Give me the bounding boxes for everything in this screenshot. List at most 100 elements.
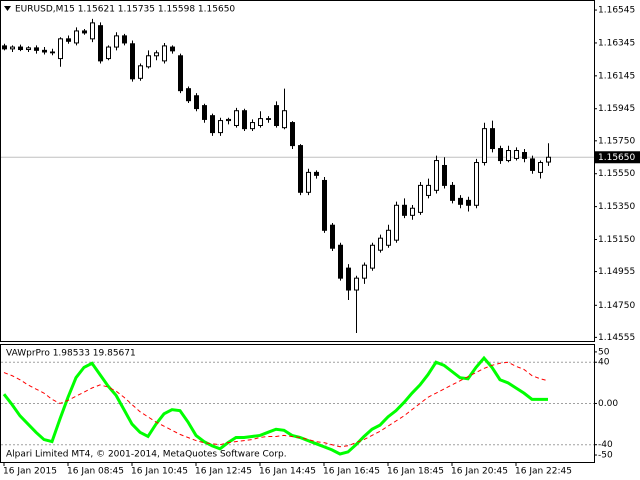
candle-body: [418, 184, 423, 213]
candle-body: [490, 128, 495, 150]
candle-body: [514, 150, 519, 159]
indicator-line: [2, 355, 548, 456]
y-tick-label: 1.16145: [598, 71, 635, 81]
candle-body: [18, 46, 23, 51]
indicator-line: [3, 361, 549, 448]
candle-body: [106, 46, 111, 60]
candle-body: [442, 164, 447, 186]
candle-body: [538, 162, 543, 173]
candle-body: [330, 224, 335, 249]
candle-body: [250, 122, 255, 130]
candle-body: [170, 46, 175, 52]
candle-body: [322, 179, 327, 231]
y-tick-label: 0.00: [598, 399, 618, 409]
candle-body: [26, 47, 31, 51]
y-tick-label: -40: [598, 440, 613, 450]
candle-body: [58, 38, 63, 60]
candle-body: [402, 204, 407, 216]
symbol-title: EURUSD,M15 1.15621 1.15735 1.15598 1.156…: [15, 5, 235, 15]
x-tick-label: 16 Jan 2015: [3, 467, 57, 477]
candle-body: [386, 229, 391, 246]
candle-body: [42, 49, 47, 53]
candle-body: [466, 199, 471, 206]
candle-body: [210, 115, 215, 134]
candle-body: [146, 55, 151, 68]
y-tick-label: 1.15945: [598, 104, 635, 114]
candle-body: [90, 22, 95, 40]
x-tick-label: 16 Jan 22:45: [515, 467, 572, 477]
y-tick-label: 1.16345: [598, 38, 635, 48]
candle-body: [258, 118, 263, 127]
candle-body: [50, 51, 55, 54]
candle-body: [338, 244, 343, 279]
candle-body: [362, 264, 367, 279]
candle-body: [114, 35, 119, 48]
copyright: Alpari Limited MT4, © 2001-2014, MetaQuo…: [6, 450, 287, 460]
candle-body: [242, 110, 247, 130]
x-tick-label: 16 Jan 20:45: [451, 467, 508, 477]
candle-body: [522, 151, 527, 159]
candle-body: [458, 197, 463, 205]
candle-body: [498, 148, 503, 162]
candle-body: [218, 120, 223, 134]
candle-body: [378, 237, 383, 251]
candle-body: [74, 30, 79, 44]
candle-body: [482, 128, 487, 164]
candle-body: [546, 156, 551, 163]
y-tick-label: 1.14555: [598, 333, 635, 343]
indicator-title: VAWprPro 1.98533 19.85671: [6, 349, 136, 359]
candle-body: [354, 277, 359, 291]
x-tick-label: 16 Jan 18:45: [387, 467, 444, 477]
candle-body: [290, 122, 295, 147]
current-price-box: [594, 151, 640, 164]
candle-body: [34, 47, 39, 51]
candle-body: [394, 204, 399, 241]
candle-body: [306, 171, 311, 193]
candle-body: [314, 171, 319, 176]
candle-body: [410, 207, 415, 216]
candle-body: [474, 162, 479, 206]
candle-body: [274, 105, 279, 127]
y-tick-label: 1.15750: [598, 136, 635, 146]
x-tick-label: 16 Jan 14:45: [259, 467, 316, 477]
y-tick-label: 40: [598, 358, 610, 368]
candle-body: [506, 150, 511, 162]
y-tick-label: 1.15350: [598, 202, 635, 212]
candle-body: [298, 145, 303, 193]
candle-body: [266, 118, 271, 120]
y-tick-label: -50: [598, 451, 613, 461]
candle-body: [282, 110, 287, 129]
candle-body: [138, 65, 143, 79]
candle-body: [98, 25, 103, 62]
candle-body: [234, 110, 239, 127]
y-tick-label: 1.14955: [598, 267, 635, 277]
candle-body: [426, 184, 431, 196]
candle-body: [10, 46, 15, 50]
current-price-label: 1.15650: [598, 153, 635, 163]
candle-body: [122, 35, 127, 44]
candle-body: [450, 184, 455, 201]
y-tick-label: 1.14750: [598, 301, 635, 311]
candle-body: [178, 55, 183, 92]
x-tick-label: 16 Jan 12:45: [195, 467, 252, 477]
x-tick-label: 16 Jan 16:45: [323, 467, 380, 477]
candle-body: [370, 244, 375, 269]
candle-body: [130, 43, 135, 80]
y-tick-label: 1.16545: [598, 6, 635, 16]
x-tick-label: 16 Jan 08:45: [67, 467, 124, 477]
candle-body: [82, 30, 87, 34]
candle-body: [202, 105, 207, 120]
candle-body: [66, 38, 71, 42]
candle-body: [530, 158, 535, 171]
y-tick-label: 1.15550: [598, 169, 635, 179]
candle-body: [346, 267, 351, 291]
candle-body: [194, 95, 199, 110]
candle-body: [434, 160, 439, 191]
candle-body: [162, 45, 167, 62]
candle-body: [226, 118, 231, 122]
menu-arrow[interactable]: [4, 6, 11, 11]
y-tick-label: 1.15150: [598, 235, 635, 245]
